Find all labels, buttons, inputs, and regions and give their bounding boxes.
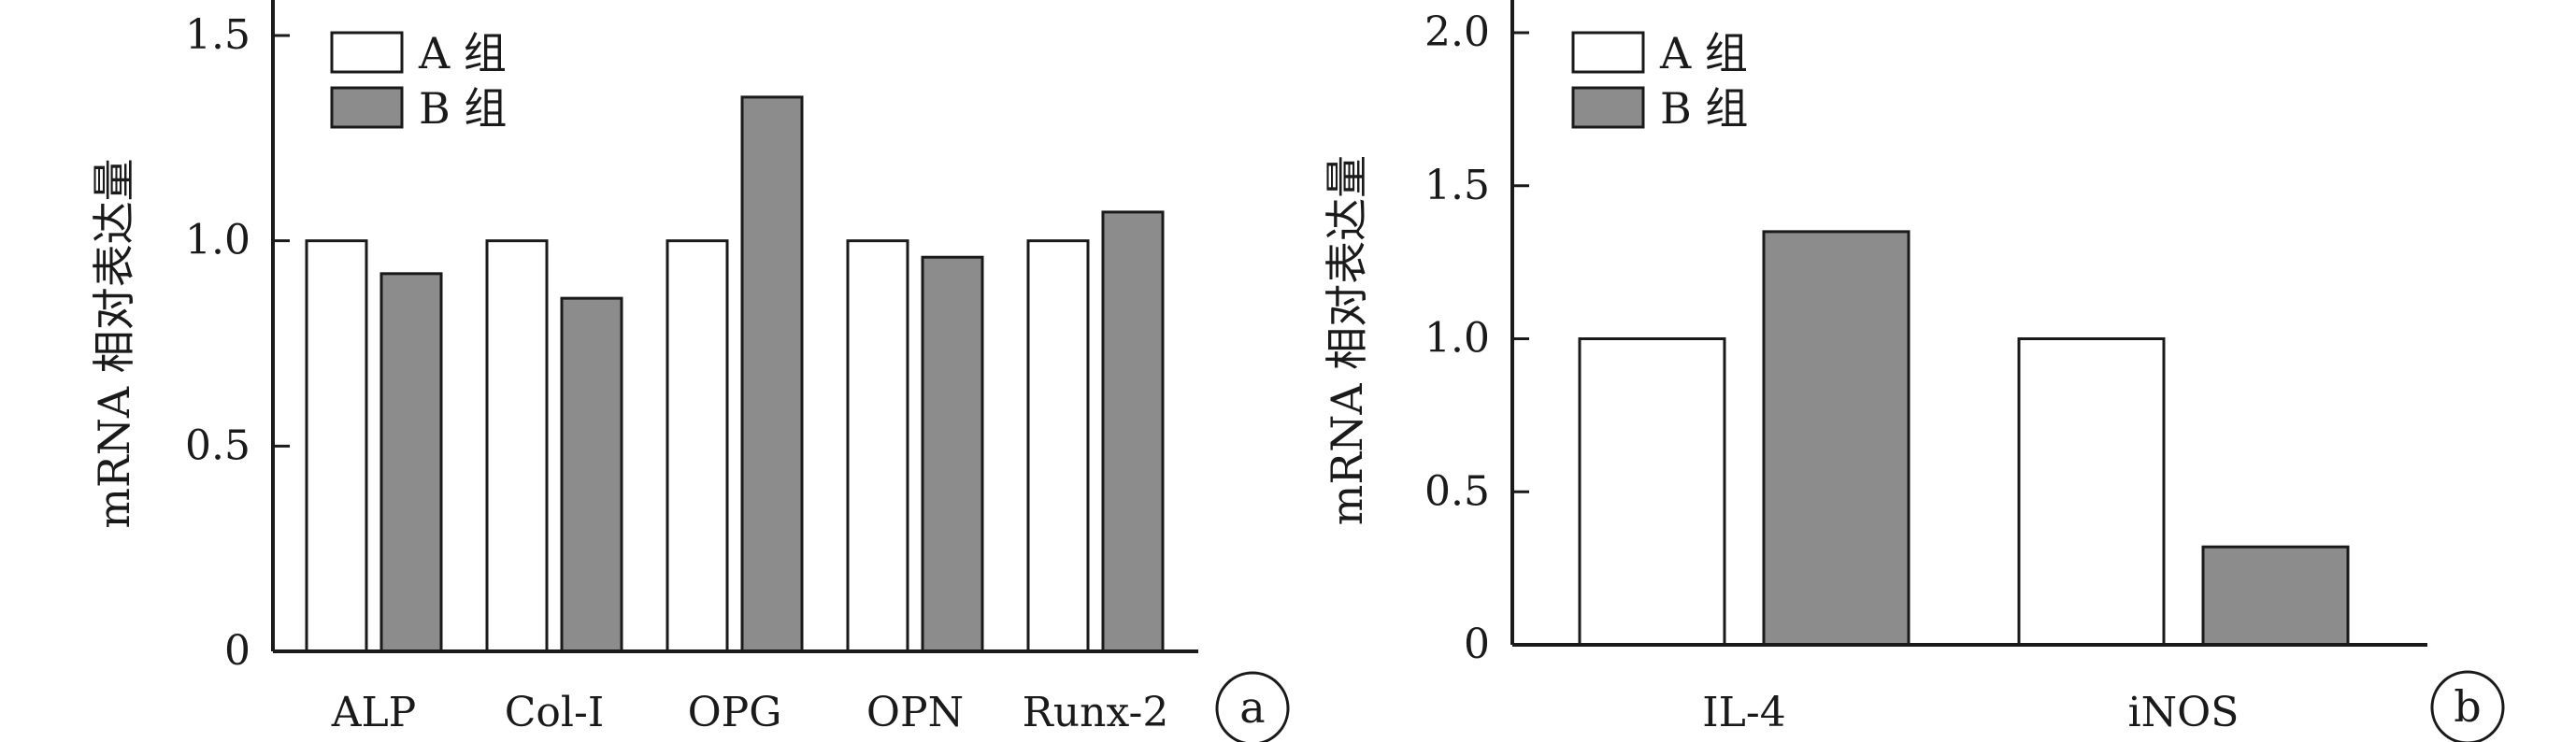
panel-label: a (1239, 682, 1265, 733)
legend-swatch-A (1571, 31, 1645, 74)
bar-A-0 (1578, 337, 1726, 647)
bar-A-3 (846, 239, 909, 653)
panel-label-circle (2430, 670, 2505, 742)
bar-A-1 (485, 239, 549, 653)
bar-A-2 (665, 239, 729, 653)
legend-label: A 组 (418, 28, 507, 78)
bar-B-1 (560, 296, 623, 653)
x-tick-label: Col-Ⅰ (505, 689, 604, 736)
bar-B-2 (740, 95, 804, 653)
bar-B-0 (379, 272, 443, 653)
y-tick-label: 1.0 (1424, 315, 1490, 363)
panel-label-circle (1215, 671, 1290, 742)
x-tick-label: OPN (866, 689, 964, 736)
legend-swatch-A (330, 31, 404, 74)
x-tick-label: ALP (331, 689, 417, 736)
y-tick-label: 1.5 (185, 11, 250, 59)
legend-swatch-B (1571, 86, 1645, 129)
y-tick-label: 2.0 (1424, 8, 1490, 56)
bar-B-4 (1101, 210, 1165, 653)
legend-swatch-B (330, 86, 404, 129)
y-tick-label: 0.5 (1424, 467, 1490, 515)
legend-label: B 组 (419, 83, 507, 134)
y-tick-label: 0 (1464, 621, 1490, 668)
chart-panel-b: 0 0.5 1.0 1.5 2.0 IL-4 iNOS mRNA 相对表达量 A 组B 组 b (1322, 0, 2505, 742)
y-tick-label: 1.0 (185, 217, 250, 264)
bar-A-0 (305, 239, 368, 653)
x-tick-label: IL-4 (1702, 689, 1785, 736)
y-tick-label: 0 (224, 627, 250, 675)
bar-A-4 (1026, 239, 1090, 653)
y-axis-title: mRNA 相对表达量 (1322, 155, 1372, 525)
x-tick-label: iNOS (2128, 689, 2240, 736)
y-tick-label: 0.5 (185, 421, 250, 469)
y-tick-label: 1.5 (1424, 162, 1490, 209)
bar-A-1 (2017, 337, 2166, 647)
bar-B-1 (2201, 545, 2350, 647)
bar-B-0 (1762, 230, 1911, 647)
x-tick-label: Runx-2 (1023, 689, 1169, 736)
panel-label: b (2454, 681, 2481, 732)
chart-panel-a: 0 0.5 1.0 1.5 ALP Col-Ⅰ OPG OPN Runx-2 mRNA 相对表达量… (89, 0, 1290, 742)
x-tick-label: OPG (688, 689, 782, 736)
bar-B-3 (921, 255, 984, 653)
legend-label: A 组 (1659, 28, 1748, 78)
y-axis-title: mRNA 相对表达量 (89, 158, 139, 528)
legend-label: B 组 (1660, 83, 1748, 134)
